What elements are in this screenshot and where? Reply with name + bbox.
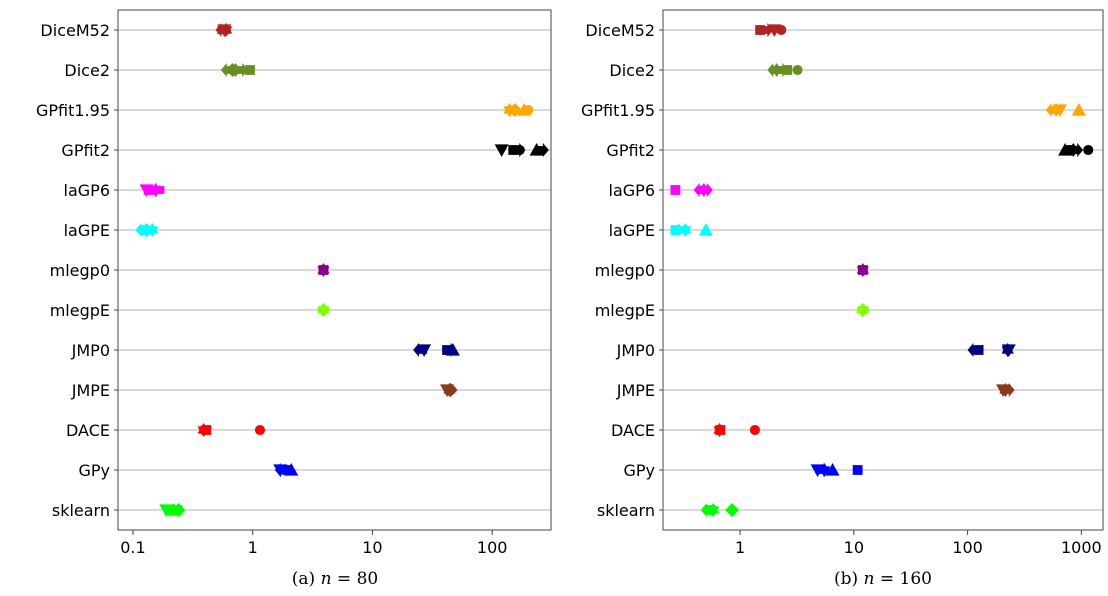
y-tick-label: JMP0	[616, 341, 655, 360]
y-tick-label: JMPE	[71, 381, 110, 400]
chart-panel-2: DiceM52 Dice2 GPfit1.95 GPfit2 laGP6 laGPE mle…	[581, 9, 1104, 589]
data-point-diamond	[316, 303, 331, 317]
x-tick-label: 0.1	[120, 538, 145, 557]
y-tick-label: Dice2	[609, 61, 655, 80]
y-tick-label: GPfit2	[61, 141, 110, 160]
y-tick-label: Dice2	[64, 61, 110, 80]
data-point-triangle-up	[445, 343, 460, 356]
data-point-arrow-right	[1000, 383, 1015, 397]
data-point-diamond	[443, 383, 458, 397]
data-point-arrow-right	[698, 183, 713, 197]
y-tick-label: DACE	[611, 421, 655, 440]
y-tick-label: mlegp0	[595, 261, 655, 280]
y-tick-label: sklearn	[52, 501, 110, 520]
y-tick-label: DiceM52	[40, 21, 110, 40]
data-point-circle	[792, 64, 803, 76]
x-tick-label: 10	[362, 538, 382, 557]
y-tick-label: mlegpE	[50, 301, 110, 320]
data-point-star	[679, 223, 692, 237]
data-point-triangle-down	[494, 144, 509, 157]
x-tick-label: 1	[735, 538, 745, 557]
y-tick-label: laGPE	[64, 221, 110, 240]
data-point-square	[715, 425, 726, 435]
y-tick-label: laGP6	[609, 181, 655, 200]
data-point-arrow-left	[150, 183, 165, 197]
data-point-circle	[523, 104, 534, 116]
y-tick-label: laGP6	[64, 181, 110, 200]
y-tick-label: GPfit1.95	[581, 101, 655, 120]
data-point-square	[973, 345, 984, 355]
data-point-star	[146, 223, 159, 237]
x-tick-label: 1	[248, 538, 258, 557]
y-tick-label: JMP0	[71, 341, 110, 360]
y-tick-label: mlegpE	[595, 301, 655, 320]
data-point-circle	[749, 424, 760, 436]
data-point-triangle-down	[1001, 344, 1016, 357]
chart-panel-1: DiceM52 Dice2 GPfit1.95 GPfit2 laGP6 laGPE mle…	[36, 9, 552, 589]
data-point-circle	[254, 424, 266, 436]
data-point-square	[782, 65, 793, 75]
data-point-arrow-right	[1069, 143, 1084, 157]
y-tick-label: mlegp0	[50, 261, 110, 280]
data-point-square	[857, 265, 868, 275]
y-tick-label: GPfit1.95	[36, 101, 110, 120]
y-tick-label: JMPE	[616, 381, 655, 400]
y-tick-label: DACE	[66, 421, 110, 440]
panel-caption: (b) n = 160	[834, 569, 932, 589]
data-point-diamond	[171, 503, 186, 517]
data-point-square	[852, 465, 863, 475]
data-point-circle	[776, 24, 787, 36]
x-tick-label: 10	[844, 538, 864, 557]
data-point-star	[707, 503, 720, 517]
data-point-triangle-up	[825, 463, 840, 476]
y-tick-label: DiceM52	[585, 21, 655, 40]
x-tick-label: 100	[477, 538, 508, 557]
data-point-triangle-up	[698, 223, 713, 236]
data-point-arrow-right	[234, 63, 249, 77]
data-point-square	[670, 185, 681, 195]
data-point-triangle-down	[417, 344, 432, 357]
data-point-circle	[514, 144, 525, 156]
x-tick-label: 100	[952, 538, 983, 557]
x-tick-label: 1000	[1061, 538, 1102, 557]
data-point-triangle-down	[1053, 104, 1068, 117]
y-tick-label: laGPE	[609, 221, 655, 240]
data-point-square	[201, 425, 212, 435]
data-point-arrow-left	[215, 23, 230, 37]
data-point-triangle-down	[159, 504, 174, 517]
data-point-circle	[1083, 144, 1094, 156]
data-point-triangle-up	[1071, 103, 1086, 116]
data-point-square	[245, 65, 255, 75]
panel-caption: (a) n = 80	[292, 569, 378, 589]
y-tick-label: GPy	[623, 461, 655, 480]
y-tick-label: sklearn	[597, 501, 655, 520]
y-tick-label: GPy	[78, 461, 110, 480]
data-point-square	[318, 265, 329, 275]
data-point-diamond	[855, 303, 870, 317]
data-point-diamond	[725, 503, 740, 517]
data-point-arrow-right	[534, 143, 549, 157]
y-tick-label: GPfit2	[606, 141, 655, 160]
data-point-triangle-up	[284, 463, 299, 476]
